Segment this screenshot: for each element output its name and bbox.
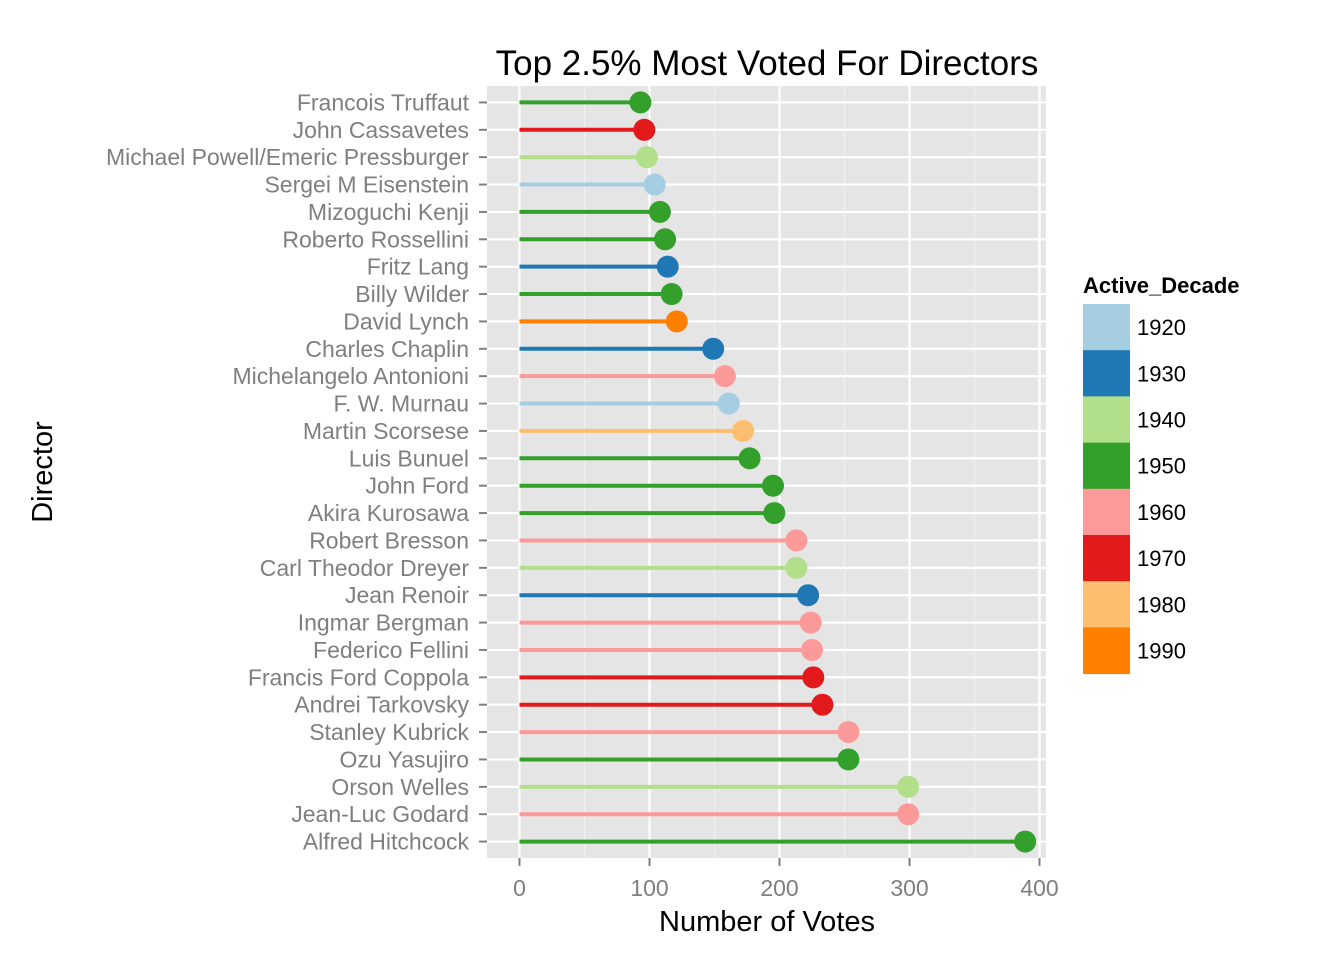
lollipop-point — [738, 447, 761, 470]
y-tick-label: Charles Chaplin — [305, 336, 469, 362]
x-tick-label: 0 — [513, 875, 526, 901]
legend-key — [1083, 350, 1130, 397]
x-tick-label: 100 — [630, 875, 668, 901]
legend-key — [1083, 581, 1130, 628]
lollipop-point — [643, 173, 666, 196]
lollipop-point — [732, 419, 755, 442]
y-tick-label: Roberto Rossellini — [282, 226, 469, 252]
lollipop-point — [797, 584, 820, 607]
lollipop-point — [665, 310, 688, 333]
lollipop-point — [837, 721, 860, 744]
x-tick-label: 300 — [890, 875, 928, 901]
lollipop-point — [654, 228, 677, 251]
lollipop-point — [656, 255, 679, 278]
legend-label: 1920 — [1137, 315, 1186, 340]
legend-label: 1940 — [1137, 408, 1186, 433]
legend-label: 1970 — [1137, 546, 1186, 571]
legend-label: 1960 — [1137, 500, 1186, 525]
legend-label: 1990 — [1137, 639, 1186, 664]
legend-label: 1950 — [1137, 454, 1186, 479]
y-tick-label: F. W. Murnau — [334, 391, 469, 417]
legend-key — [1083, 627, 1130, 675]
y-tick-label: Federico Fellini — [313, 637, 469, 663]
lollipop-point — [837, 748, 860, 771]
legend-key — [1083, 396, 1130, 444]
lollipop-point — [811, 693, 834, 716]
y-tick-label: Michael Powell/Emeric Pressburger — [106, 144, 469, 170]
lollipop-point — [648, 200, 671, 223]
y-axis-title: Director — [27, 421, 59, 523]
plot-panel — [487, 86, 1046, 858]
lollipop-point — [717, 392, 740, 415]
x-axis-title: Number of Votes — [659, 906, 875, 938]
x-tick-label: 200 — [760, 875, 798, 901]
legend-key — [1083, 535, 1130, 582]
lollipop-point — [1014, 830, 1037, 853]
y-tick-label: Akira Kurosawa — [308, 500, 469, 526]
y-tick-label: Orson Welles — [331, 774, 469, 800]
y-tick-label: Michelangelo Antonioni — [232, 363, 469, 389]
y-tick-label: John Ford — [365, 473, 469, 499]
x-tick-label: 400 — [1020, 875, 1058, 901]
y-tick-label: Billy Wilder — [355, 281, 469, 307]
legend-key — [1083, 442, 1130, 490]
chart-title: Top 2.5% Most Voted For Directors — [496, 44, 1039, 83]
y-tick-label: Martin Scorsese — [303, 418, 469, 444]
legend: Active_Decade 1920 1930 1940 1950 1960 1970 19… — [1083, 273, 1240, 675]
lollipop-point — [660, 283, 683, 306]
y-tick-label: Luis Bunuel — [349, 445, 469, 471]
y-tick-label: Jean Renoir — [345, 582, 469, 608]
y-tick-label: Sergei M Eisenstein — [264, 172, 469, 198]
y-tick-label: Mizoguchi Kenji — [308, 199, 469, 225]
y-tick-label: Ozu Yasujiro — [339, 746, 469, 772]
y-tick-label: Robert Bresson — [309, 527, 469, 553]
lollipop-point — [702, 337, 725, 360]
y-tick-label: David Lynch — [343, 308, 469, 334]
y-tick-label: Alfred Hitchcock — [303, 829, 470, 855]
lollipop-point — [763, 502, 786, 525]
lollipop-point — [762, 474, 784, 497]
legend-label: 1980 — [1137, 592, 1186, 617]
lollipop-point — [801, 638, 823, 661]
lollipop-point — [633, 118, 656, 141]
lollipop-marks — [519, 91, 1037, 853]
legend-key — [1083, 488, 1130, 536]
y-tick-label: John Cassavetes — [293, 117, 469, 143]
lollipop-point — [799, 611, 822, 634]
y-tick-label: Francis Ford Coppola — [248, 664, 469, 690]
legend-title: Active_Decade — [1083, 273, 1240, 298]
lollipop-point — [785, 529, 808, 552]
x-axis: 0 100 200 300 400 — [513, 858, 1059, 901]
lollipop-point — [897, 775, 920, 798]
lollipop-point — [897, 803, 920, 826]
y-tick-label: Francois Truffaut — [297, 89, 470, 115]
lollipop-point — [629, 91, 652, 114]
y-tick-label: Fritz Lang — [367, 254, 469, 280]
legend-label: 1930 — [1137, 361, 1186, 386]
lollipop-point — [713, 365, 736, 388]
y-tick-label: Jean-Luc Godard — [291, 801, 469, 827]
lollipop-point — [785, 556, 808, 579]
y-tick-label: Carl Theodor Dreyer — [260, 555, 470, 581]
y-tick-label: Ingmar Bergman — [298, 610, 469, 636]
legend-key — [1083, 304, 1130, 351]
lollipop-point — [635, 146, 658, 169]
y-tick-label: Andrei Tarkovsky — [294, 692, 469, 718]
y-tick-label: Stanley Kubrick — [309, 719, 469, 745]
lollipop-point — [802, 666, 825, 689]
